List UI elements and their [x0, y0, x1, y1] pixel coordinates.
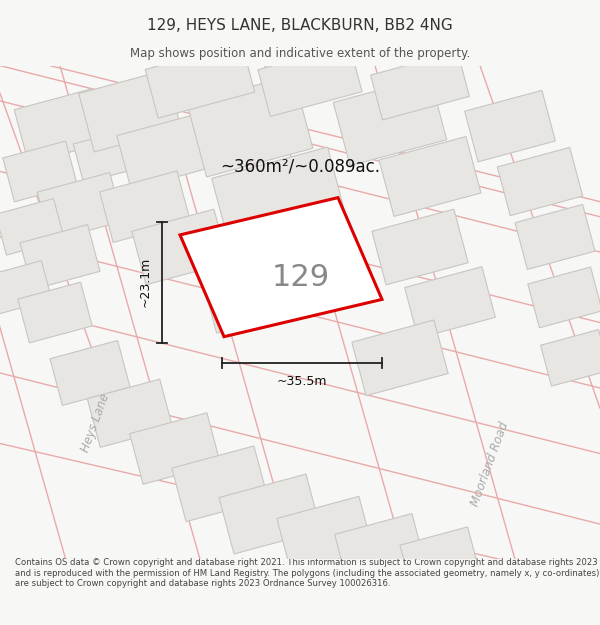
- Polygon shape: [3, 141, 77, 202]
- Polygon shape: [172, 446, 268, 522]
- Polygon shape: [528, 267, 600, 328]
- Polygon shape: [212, 147, 349, 256]
- Polygon shape: [0, 199, 64, 255]
- Polygon shape: [14, 89, 106, 163]
- Polygon shape: [0, 261, 52, 314]
- Polygon shape: [197, 231, 323, 333]
- Polygon shape: [180, 198, 382, 337]
- Polygon shape: [404, 267, 496, 338]
- Text: Heys Lane: Heys Lane: [79, 392, 112, 454]
- Polygon shape: [20, 224, 100, 289]
- Polygon shape: [145, 43, 255, 118]
- Polygon shape: [100, 171, 190, 242]
- Polygon shape: [258, 45, 362, 116]
- Polygon shape: [372, 209, 468, 285]
- Polygon shape: [88, 379, 173, 448]
- Polygon shape: [187, 75, 313, 177]
- Polygon shape: [73, 129, 137, 183]
- Polygon shape: [130, 412, 220, 484]
- Text: 129, HEYS LANE, BLACKBURN, BB2 4NG: 129, HEYS LANE, BLACKBURN, BB2 4NG: [147, 18, 453, 33]
- Text: Map shows position and indicative extent of the property.: Map shows position and indicative extent…: [130, 48, 470, 60]
- Polygon shape: [18, 282, 92, 343]
- Text: 129: 129: [272, 262, 330, 292]
- Polygon shape: [379, 136, 481, 216]
- Polygon shape: [335, 514, 425, 585]
- Polygon shape: [497, 148, 583, 216]
- Polygon shape: [541, 329, 600, 386]
- Polygon shape: [464, 91, 556, 162]
- Polygon shape: [50, 341, 130, 406]
- Polygon shape: [352, 320, 448, 396]
- Polygon shape: [371, 52, 469, 120]
- Polygon shape: [79, 70, 181, 152]
- Polygon shape: [515, 204, 595, 269]
- Text: ~35.5m: ~35.5m: [277, 375, 327, 388]
- Text: ~23.1m: ~23.1m: [139, 257, 152, 308]
- Polygon shape: [37, 173, 122, 241]
- Polygon shape: [333, 76, 447, 166]
- Polygon shape: [132, 209, 228, 285]
- Polygon shape: [277, 496, 373, 572]
- Text: Moorland Road: Moorland Road: [469, 419, 511, 508]
- Polygon shape: [117, 113, 213, 189]
- Text: Contains OS data © Crown copyright and database right 2021. This information is : Contains OS data © Crown copyright and d…: [15, 558, 599, 588]
- Text: ~360m²/~0.089ac.: ~360m²/~0.089ac.: [220, 158, 380, 176]
- Polygon shape: [219, 474, 321, 554]
- Polygon shape: [400, 527, 480, 592]
